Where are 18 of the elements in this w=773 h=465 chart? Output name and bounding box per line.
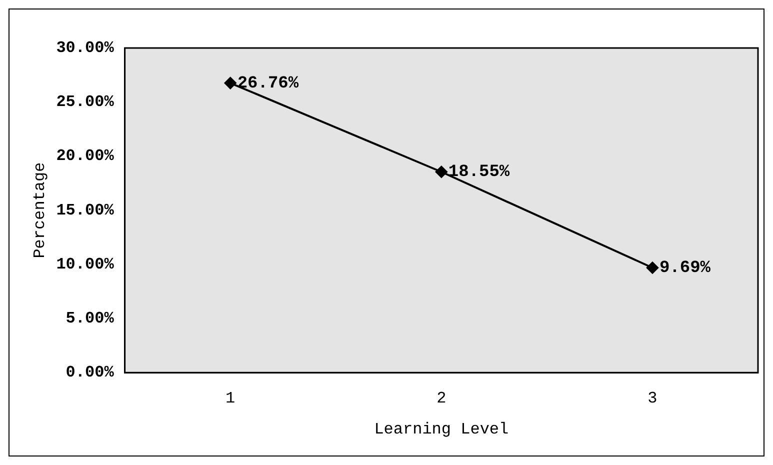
point — [646, 262, 658, 274]
x-axis-title: Learning Level — [374, 420, 509, 439]
x-tick-label: 2 — [436, 389, 446, 408]
data-label: 26.76% — [237, 74, 300, 94]
y-tick-label: 0.00% — [66, 364, 114, 382]
y-tick-label: 15.00% — [56, 201, 114, 220]
data-label: 9.69% — [659, 259, 712, 278]
y-tick-label: 5.00% — [66, 310, 114, 328]
y-tick-label: 25.00% — [56, 93, 114, 112]
x-tick-label: 1 — [226, 389, 236, 408]
y-axis-title: Percentage — [30, 162, 49, 258]
point — [435, 166, 448, 178]
data-label: 18.55% — [448, 163, 510, 182]
point — [224, 77, 236, 90]
x-tick-label: 3 — [648, 389, 658, 408]
y-tick-label: 20.00% — [56, 147, 114, 166]
y-tick-label: 30.00% — [56, 39, 114, 58]
y-tick-label: 10.00% — [56, 255, 114, 274]
